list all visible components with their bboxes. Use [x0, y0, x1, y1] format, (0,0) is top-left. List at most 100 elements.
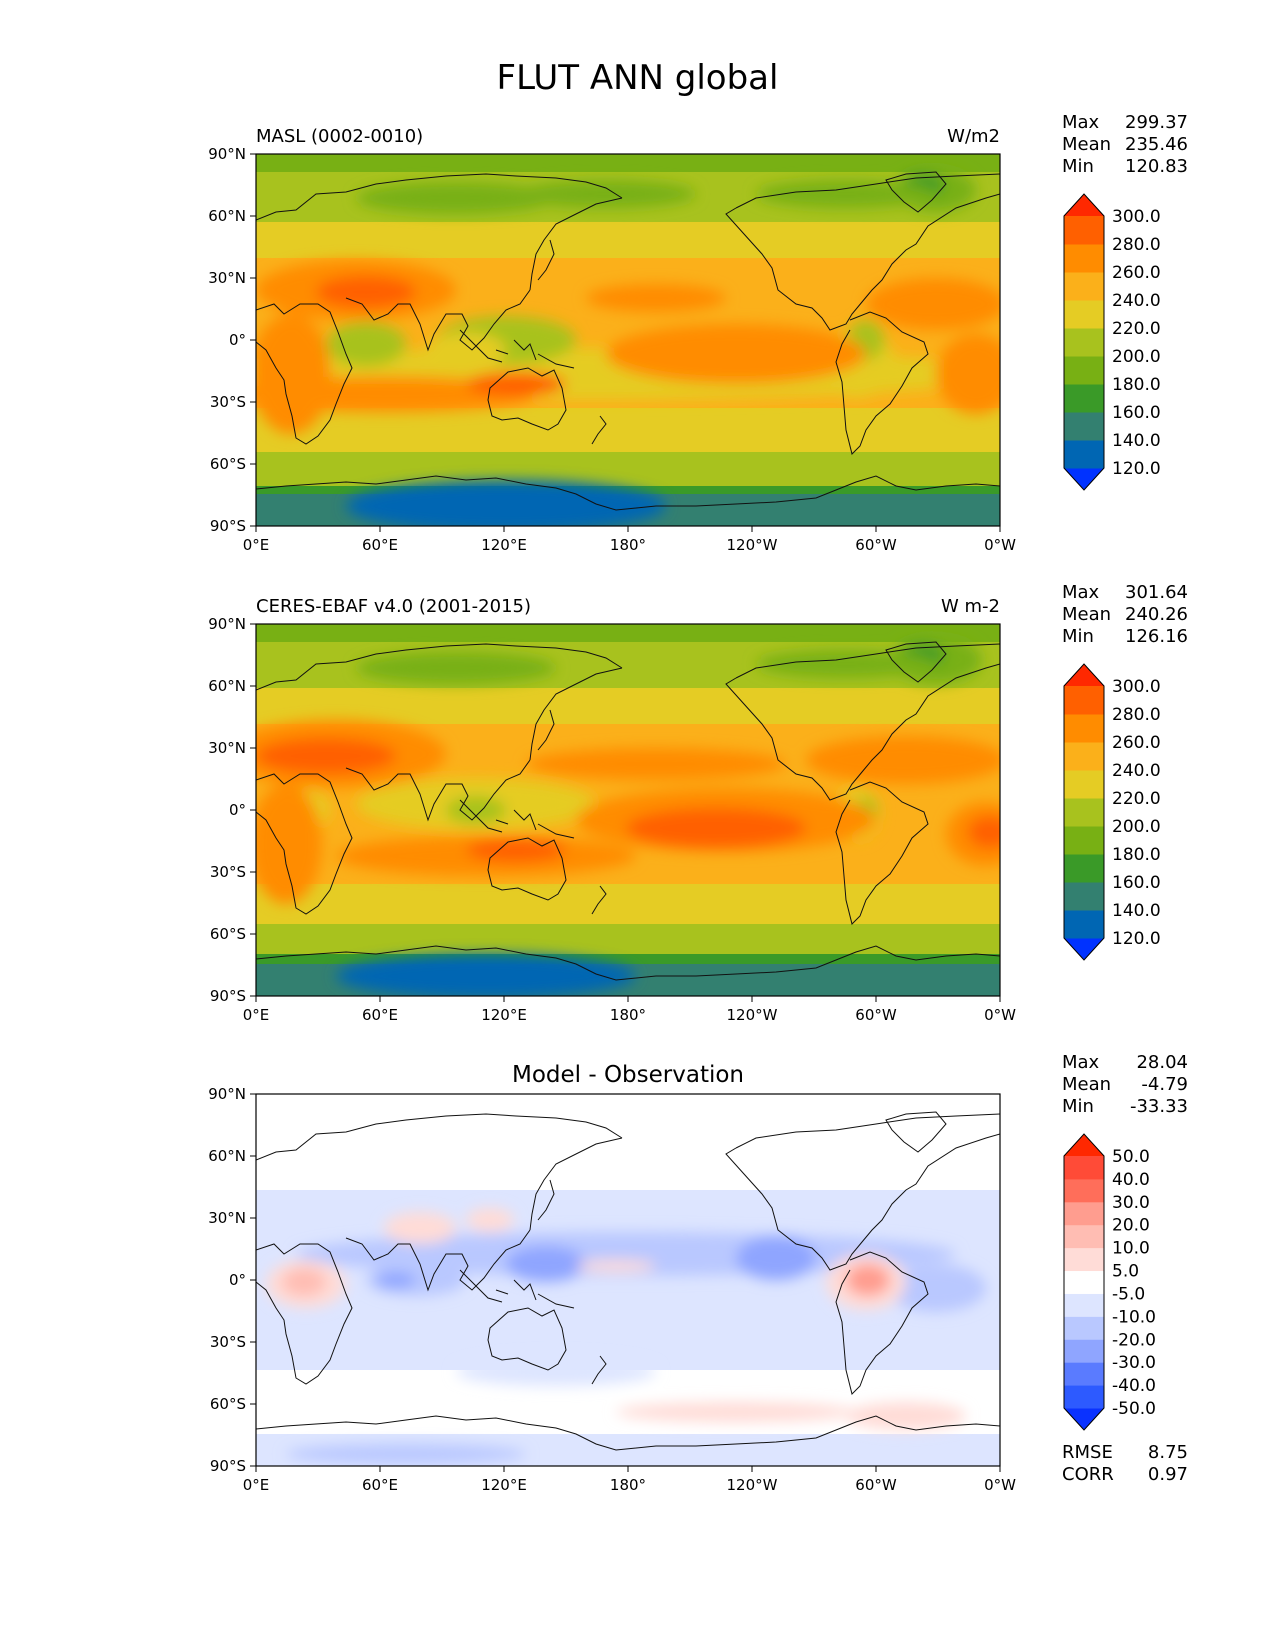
- panel-units: W/m2: [947, 126, 1000, 147]
- colorbar-tick-label: 300.0: [1112, 677, 1161, 697]
- colorbar-tick-label: 140.0: [1112, 431, 1161, 451]
- colorbar-segment: [1064, 1339, 1104, 1363]
- colorbar-segment: [1064, 882, 1104, 911]
- colorbar-extend-max: [1064, 1134, 1104, 1156]
- x-tick-label: 60°W: [855, 536, 897, 554]
- x-tick-label: 120°W: [727, 536, 778, 554]
- y-tick-label: 30°N: [208, 269, 246, 287]
- colorbar-extend-min: [1064, 1408, 1104, 1430]
- colorbar-tick-label: 200.0: [1112, 347, 1161, 367]
- y-tick-label: 30°N: [208, 739, 246, 757]
- colorbar-segment: [1064, 1362, 1104, 1386]
- colorbar-tick-label: 220.0: [1112, 789, 1161, 809]
- colorbar-segment: [1064, 770, 1104, 799]
- colorbar-extend-min: [1064, 468, 1104, 490]
- colorbar-tick-label: 280.0: [1112, 235, 1161, 255]
- colorbar-segment: [1064, 686, 1104, 715]
- y-tick-label: 60°S: [210, 925, 246, 943]
- y-tick-label: 30°N: [208, 1209, 246, 1227]
- x-tick-label: 60°E: [362, 1006, 398, 1024]
- colorbar-tick-label: 120.0: [1112, 929, 1161, 949]
- colorbar: 120.0 140.0 160.0 180.0 200.0 220.0 240.0 260.0…: [1063, 193, 1161, 491]
- stat-value: 301.64: [1125, 582, 1188, 603]
- colorbar-tick-label: 160.0: [1112, 873, 1161, 893]
- y-tick-label: 60°N: [208, 1147, 246, 1165]
- colorbar-segment: [1064, 216, 1104, 245]
- colorbar: 120.0 140.0 160.0 180.0 200.0 220.0 240.0 260.0…: [1063, 663, 1161, 961]
- colorbar-tick-label: 160.0: [1112, 403, 1161, 423]
- colorbar-segment: [1064, 328, 1104, 357]
- x-tick-label: 0°W: [984, 1476, 1016, 1494]
- colorbar-tick-label: -50.0: [1112, 1399, 1156, 1419]
- x-tick-label: 0°W: [984, 1006, 1016, 1024]
- stat-value: 299.37: [1125, 112, 1188, 133]
- colorbar-segment: [1064, 272, 1104, 301]
- y-tick-label: 90°N: [208, 1085, 246, 1103]
- y-tick-label: 0°: [229, 331, 246, 349]
- stat-value: 120.83: [1125, 156, 1188, 177]
- colorbar-tick-label: -30.0: [1112, 1353, 1156, 1373]
- colorbar-segment: [1064, 440, 1104, 469]
- colorbar-extend-max: [1064, 194, 1104, 216]
- colorbar-segment: [1064, 826, 1104, 855]
- y-tick-label: 90°N: [208, 145, 246, 163]
- x-tick-label: 60°W: [855, 1006, 897, 1024]
- y-tick-label: 90°S: [210, 987, 246, 1005]
- y-tick-label: 30°S: [210, 393, 246, 411]
- colorbar-segment: [1064, 1178, 1104, 1203]
- map-field: [256, 624, 1000, 998]
- x-tick-label: 120°W: [727, 1476, 778, 1494]
- colorbar-tick-label: 240.0: [1112, 291, 1161, 311]
- footer-stat-label: CORR: [1062, 1464, 1114, 1485]
- panel-left-title: MASL (0002-0010): [256, 126, 423, 147]
- x-tick-label: 120°E: [481, 1476, 527, 1494]
- colorbar-tick-label: 5.0: [1112, 1262, 1139, 1282]
- stat-label: Max: [1062, 112, 1100, 133]
- colorbar-tick-label: -20.0: [1112, 1330, 1156, 1350]
- stat-label: Mean: [1062, 604, 1111, 625]
- map-field: [256, 154, 1000, 532]
- x-tick-label: 60°W: [855, 1476, 897, 1494]
- colorbar-segment: [1064, 1201, 1104, 1226]
- panel-left-title: CERES-EBAF v4.0 (2001-2015): [256, 596, 531, 617]
- x-tick-label: 0°E: [243, 1476, 270, 1494]
- colorbar-tick-label: 120.0: [1112, 459, 1161, 479]
- colorbar-tick-label: 200.0: [1112, 817, 1161, 837]
- footer-stat-value: 8.75: [1148, 1442, 1188, 1463]
- colorbar-segment: [1064, 714, 1104, 743]
- colorbar-tick-label: 140.0: [1112, 901, 1161, 921]
- figure-title: FLUT ANN global: [496, 58, 779, 98]
- colorbar: -50.0 -40.0 -30.0 -20.0 -10.0 -5.05.0 10.0 20.0…: [1063, 1133, 1156, 1431]
- colorbar-segment: [1064, 1270, 1104, 1294]
- colorbar-segment: [1064, 910, 1104, 939]
- colorbar-segment: [1064, 1247, 1104, 1272]
- x-tick-label: 0°E: [243, 1006, 270, 1024]
- colorbar-tick-label: 300.0: [1112, 207, 1161, 227]
- colorbar-segment: [1064, 1224, 1104, 1249]
- footer-stat-value: 0.97: [1148, 1464, 1188, 1485]
- stat-value: -33.33: [1130, 1096, 1188, 1117]
- stat-label: Mean: [1062, 134, 1111, 155]
- x-tick-label: 120°W: [727, 1006, 778, 1024]
- stat-label: Min: [1062, 626, 1094, 647]
- x-tick-label: 0°E: [243, 536, 270, 554]
- y-tick-label: 30°S: [210, 863, 246, 881]
- colorbar-tick-label: 260.0: [1112, 733, 1161, 753]
- colorbar-segment: [1064, 1316, 1104, 1340]
- y-tick-label: 90°N: [208, 615, 246, 633]
- stat-value: 235.46: [1125, 134, 1188, 155]
- panel-center-title: Model - Observation: [512, 1062, 744, 1088]
- footer-stat-label: RMSE: [1062, 1442, 1113, 1463]
- colorbar-tick-label: 30.0: [1112, 1193, 1150, 1213]
- colorbar-segment: [1064, 1156, 1104, 1180]
- colorbar-segment: [1064, 412, 1104, 441]
- stat-value: -4.79: [1141, 1074, 1188, 1095]
- colorbar-tick-label: 20.0: [1112, 1216, 1150, 1236]
- colorbar-tick-label: 260.0: [1112, 263, 1161, 283]
- colorbar-extend-max: [1064, 664, 1104, 686]
- colorbar-segment: [1064, 854, 1104, 883]
- map-panel-2: 0°E 60°E 120°E 180° 120°W 60°W 0°W 90°N 60°N 30°N…: [208, 582, 1188, 1024]
- y-tick-label: 90°S: [210, 517, 246, 535]
- stat-value: 240.26: [1125, 604, 1188, 625]
- stat-label: Min: [1062, 156, 1094, 177]
